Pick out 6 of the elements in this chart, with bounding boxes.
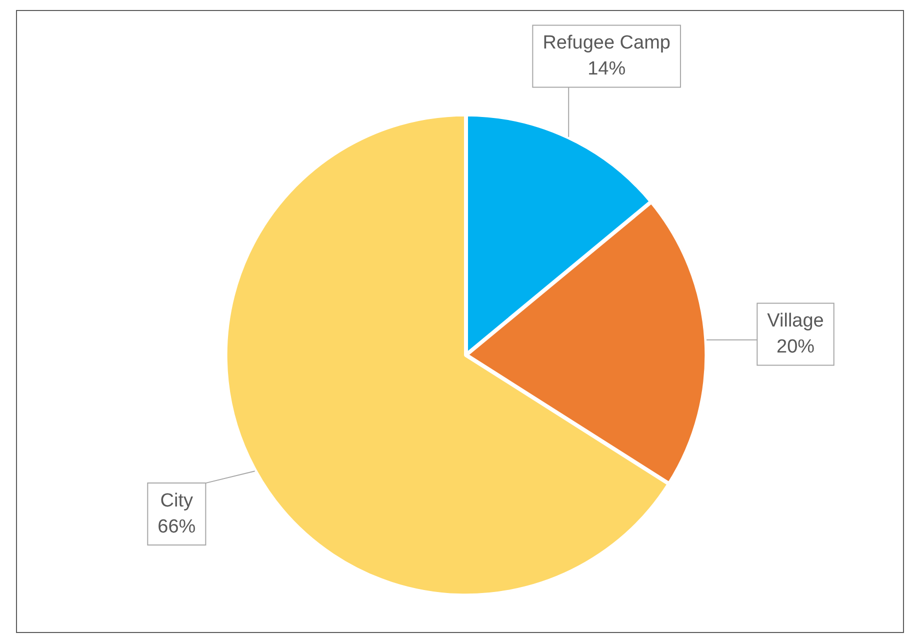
- data-label: 14%: [588, 58, 626, 80]
- slice-label: Village: [767, 310, 824, 332]
- slice-label: City: [160, 490, 194, 512]
- data-label: 66%: [158, 516, 196, 538]
- data-label: 20%: [776, 336, 815, 358]
- slice-label: Refugee Camp: [542, 32, 670, 54]
